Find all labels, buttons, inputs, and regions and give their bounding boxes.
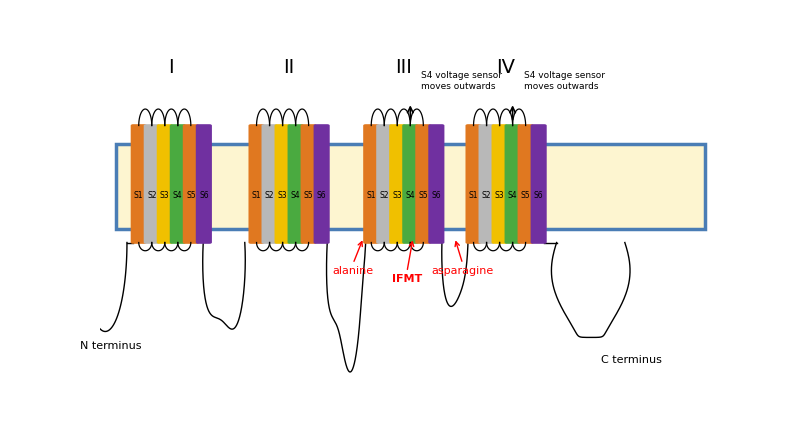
FancyBboxPatch shape	[262, 124, 278, 244]
Text: S2: S2	[482, 190, 491, 199]
FancyBboxPatch shape	[274, 124, 290, 244]
Text: S4 voltage sensor
moves outwards: S4 voltage sensor moves outwards	[422, 71, 502, 91]
Text: S5: S5	[521, 190, 530, 199]
Text: S2: S2	[147, 190, 157, 199]
FancyBboxPatch shape	[505, 124, 521, 244]
FancyBboxPatch shape	[363, 124, 379, 244]
FancyBboxPatch shape	[301, 124, 317, 244]
FancyBboxPatch shape	[376, 124, 392, 244]
FancyBboxPatch shape	[390, 124, 406, 244]
Text: S2: S2	[379, 190, 389, 199]
Text: S6: S6	[431, 190, 441, 199]
Text: S3: S3	[494, 190, 505, 199]
FancyBboxPatch shape	[518, 124, 534, 244]
FancyBboxPatch shape	[130, 124, 147, 244]
Text: S5: S5	[304, 190, 314, 199]
Text: alanine: alanine	[332, 265, 374, 276]
Text: S4: S4	[406, 190, 415, 199]
Text: IFMT: IFMT	[392, 274, 422, 284]
Text: S1: S1	[366, 190, 376, 199]
FancyBboxPatch shape	[466, 124, 482, 244]
FancyBboxPatch shape	[530, 124, 546, 244]
FancyBboxPatch shape	[491, 124, 508, 244]
Text: S6: S6	[534, 190, 543, 199]
FancyBboxPatch shape	[428, 124, 445, 244]
FancyBboxPatch shape	[144, 124, 160, 244]
Text: S1: S1	[252, 190, 262, 199]
Text: S5: S5	[186, 190, 196, 199]
Text: S4: S4	[173, 190, 182, 199]
Bar	[115, 144, 705, 229]
FancyBboxPatch shape	[182, 124, 199, 244]
FancyBboxPatch shape	[314, 124, 330, 244]
Text: S2: S2	[265, 190, 274, 199]
Text: III: III	[395, 58, 412, 77]
Text: IV: IV	[497, 58, 516, 77]
FancyBboxPatch shape	[415, 124, 431, 244]
Text: II: II	[283, 58, 294, 77]
Text: S1: S1	[134, 190, 143, 199]
Text: S3: S3	[278, 190, 287, 199]
Text: S4: S4	[508, 190, 518, 199]
Text: asparagine: asparagine	[431, 265, 494, 276]
FancyBboxPatch shape	[196, 124, 212, 244]
Text: S3: S3	[160, 190, 170, 199]
Text: S1: S1	[469, 190, 478, 199]
Text: S6: S6	[199, 190, 209, 199]
FancyBboxPatch shape	[478, 124, 494, 244]
Text: C terminus: C terminus	[601, 354, 662, 365]
Text: S4: S4	[290, 190, 301, 199]
FancyBboxPatch shape	[287, 124, 304, 244]
FancyBboxPatch shape	[157, 124, 173, 244]
Text: S4 voltage sensor
moves outwards: S4 voltage sensor moves outwards	[524, 71, 605, 91]
Text: S3: S3	[393, 190, 402, 199]
FancyBboxPatch shape	[402, 124, 418, 244]
FancyBboxPatch shape	[170, 124, 186, 244]
FancyBboxPatch shape	[249, 124, 265, 244]
Text: I: I	[169, 58, 174, 77]
Text: S5: S5	[418, 190, 428, 199]
Text: N terminus: N terminus	[81, 342, 142, 351]
Text: S6: S6	[317, 190, 326, 199]
